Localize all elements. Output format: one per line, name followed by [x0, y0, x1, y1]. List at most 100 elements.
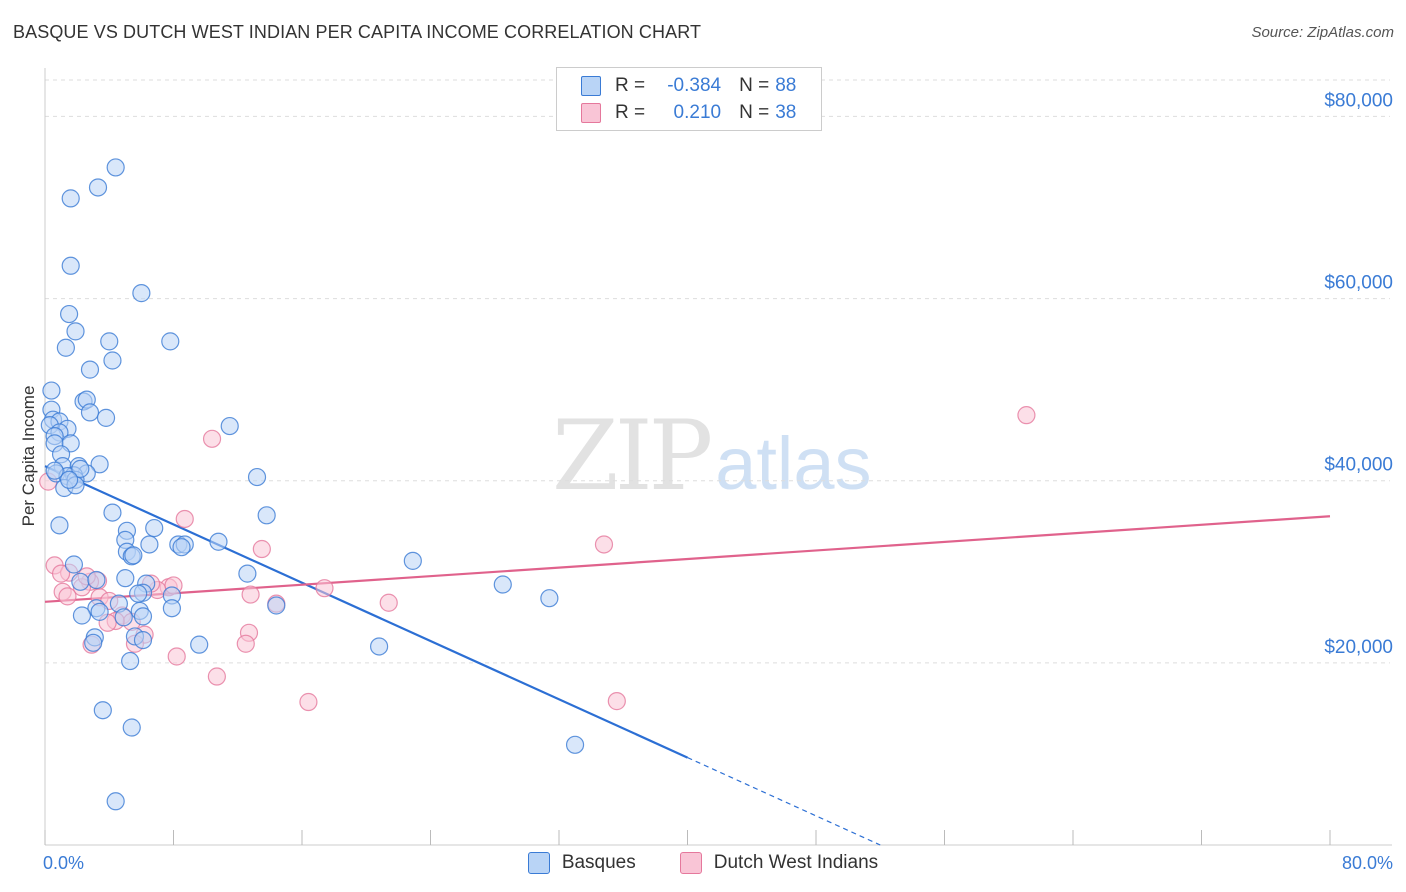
basque-point: [403, 551, 422, 570]
basque-point: [161, 332, 180, 351]
data-points: [39, 158, 1036, 811]
dwi-point: [299, 692, 318, 712]
basque-point: [80, 360, 100, 379]
legend-label-dwi: Dutch West Indians: [713, 852, 879, 873]
dwi-point: [594, 535, 614, 554]
basque-point: [90, 455, 109, 474]
basque-point: [565, 735, 585, 754]
basque-point: [162, 599, 181, 618]
basque-point: [84, 633, 103, 652]
dwi-point: [167, 647, 186, 666]
basque-point: [122, 718, 141, 737]
dwi-point: [252, 539, 271, 559]
series-legend: Basques Dutch West Indians: [0, 852, 1406, 874]
basque-point: [100, 332, 119, 351]
dwi-legend-swatch: [679, 852, 702, 874]
basque-point: [59, 470, 79, 489]
basque-point: [103, 503, 122, 522]
basque-point: [238, 564, 257, 583]
basque-point: [103, 351, 122, 370]
basque-point: [114, 608, 133, 627]
basque-point: [72, 606, 92, 625]
basque-point: [493, 575, 512, 594]
basque-point: [132, 284, 151, 303]
x-tick-label: 80.0%: [1342, 853, 1393, 873]
dwi-point: [607, 692, 626, 711]
dwi-trend-line: [44, 515, 1331, 603]
y-axis-label: Per Capita Income: [19, 386, 38, 527]
basque-point: [93, 701, 112, 720]
trend-lines: [44, 465, 1331, 846]
r-value: -0.384: [667, 75, 722, 96]
basque-point: [71, 572, 90, 591]
basque-point: [145, 518, 164, 538]
basque-point: [133, 607, 153, 626]
n-label: N =: [739, 102, 770, 123]
basque-point: [124, 546, 143, 565]
basque-point: [90, 602, 109, 621]
basque-point: [267, 596, 286, 615]
legend-row-dwi: R = 0.210 N = 38: [581, 101, 796, 125]
basque-point: [257, 506, 276, 525]
basque-point: [80, 403, 100, 422]
n-value: 38: [775, 102, 797, 123]
basque-point: [59, 304, 79, 324]
dwi-point: [202, 429, 222, 448]
basque-point: [61, 256, 80, 275]
basque-point: [140, 535, 159, 554]
dwi-point: [175, 509, 194, 529]
watermark-zip: ZIP: [552, 400, 713, 512]
basque-point: [61, 189, 80, 208]
watermark-atlas: atlas: [715, 422, 872, 505]
basque-point: [121, 651, 140, 671]
r-label: R =: [615, 102, 646, 123]
basque-point: [540, 589, 559, 608]
r-label: R =: [615, 75, 646, 96]
dwi-point: [236, 634, 255, 653]
stats-legend: R = -0.384 N = 88 R = 0.210 N = 38: [556, 67, 822, 131]
legend-row-basques: R = -0.384 N = 88: [581, 74, 796, 98]
dwi-point: [1017, 406, 1036, 425]
n-value: 88: [775, 75, 797, 96]
dwi-swatch: [581, 103, 601, 123]
chart-title: BASQUE VS DUTCH WEST INDIAN PER CAPITA I…: [13, 22, 702, 42]
basque-point: [106, 792, 125, 811]
basque-point: [45, 461, 64, 480]
n-label: N =: [739, 75, 770, 96]
y-tick-label: $40,000: [1324, 455, 1393, 476]
y-tick-label: $20,000: [1324, 637, 1393, 658]
basque-point: [116, 569, 135, 588]
basque-point: [42, 381, 61, 400]
basque-point: [64, 555, 84, 574]
basque-swatch: [581, 76, 601, 96]
r-value: 0.210: [668, 102, 722, 123]
basque-point: [190, 635, 209, 654]
basque-point: [172, 538, 191, 557]
y-tick-label: $80,000: [1324, 90, 1393, 111]
axes: [44, 68, 1392, 846]
dwi-point: [315, 579, 334, 598]
dwi-point: [379, 593, 398, 612]
watermark: ZIPatlas: [552, 400, 872, 512]
basque-point: [71, 459, 90, 478]
dwi-point: [241, 585, 260, 604]
basque-point: [220, 416, 239, 436]
basque-point: [87, 570, 106, 590]
basque-point: [66, 322, 85, 341]
basque-point: [209, 532, 228, 551]
basque-point: [133, 630, 153, 650]
legend-item-dwi: Dutch West Indians: [679, 852, 879, 874]
dwi-point: [207, 667, 226, 686]
basque-point: [56, 338, 75, 357]
basque-point: [247, 467, 267, 487]
basque-point: [50, 516, 69, 535]
basque-point: [96, 408, 116, 427]
basque-point: [370, 637, 389, 656]
source-label: Source: ZipAtlas.com: [1251, 24, 1394, 41]
x-tick-label: 0.0%: [43, 853, 84, 873]
dwi-point: [51, 564, 71, 583]
legend-label-basques: Basques: [561, 852, 636, 873]
basque-trend-extension: [687, 757, 881, 846]
basque-point: [106, 158, 125, 177]
